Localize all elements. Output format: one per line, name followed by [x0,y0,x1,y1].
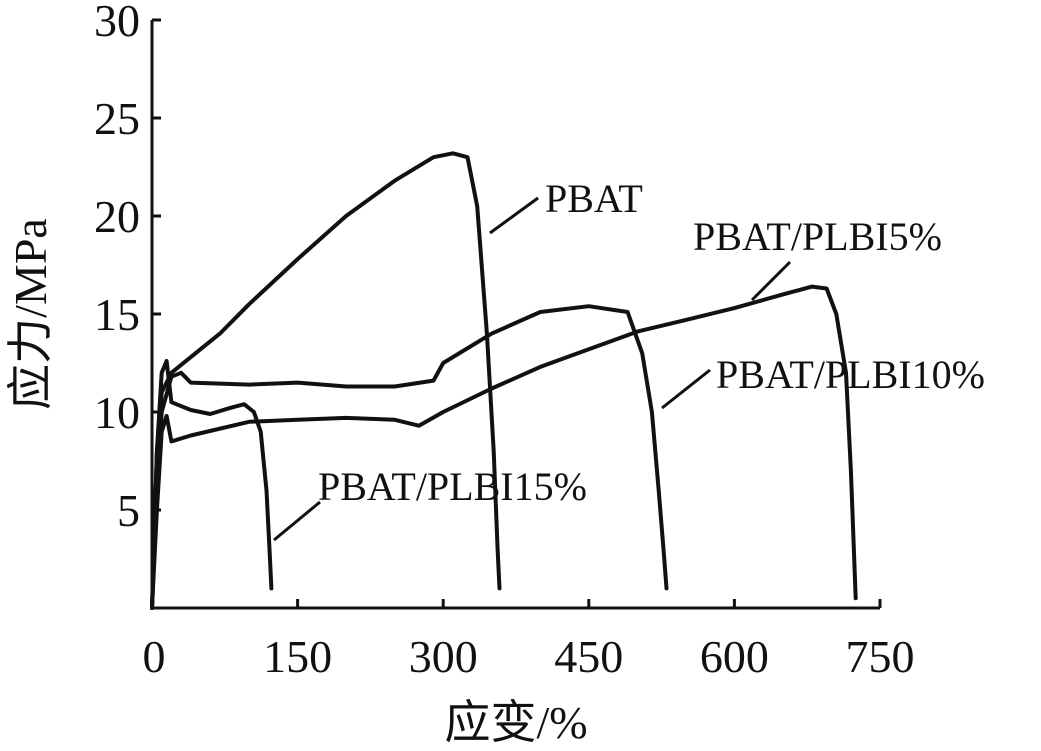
annotation-pbat: PBAT [545,176,643,221]
y-ticks: 5 10 15 20 25 30 [94,0,161,536]
annotation-pbat-plbi15: PBAT/PLBI15% [318,464,587,509]
series-lines [150,151,858,610]
x-axis-title: 应变/% [444,697,587,748]
leader-pbat-plbi15 [273,500,321,542]
y-tick-label: 10 [94,387,140,438]
x-tick-label: 600 [700,631,769,682]
annotation-pbat-plbi5: PBAT/PLBI5% [693,214,942,259]
series-line-pbat-plbi15- [150,359,274,610]
leader-pbat-plbi5 [750,260,792,302]
y-tick-label: 25 [94,93,140,144]
y-tick-label: 15 [94,289,140,340]
series-line-pbat-plbi5- [150,284,858,610]
series-line-pbat-plbi10- [150,304,669,610]
x-tick-label: 300 [409,631,478,682]
y-tick-label: 30 [94,0,140,46]
y-tick-label: 20 [94,191,140,242]
y-axis-title: 应力/MPa [5,218,56,410]
x-tick-label: 150 [263,631,332,682]
x-ticks: 0 150 300 450 600 750 [143,599,915,682]
x-tick-label: 0 [143,631,166,682]
series-line-pbat [150,151,502,610]
x-tick-label: 450 [554,631,623,682]
leader-pbat-plbi10 [661,368,711,410]
annotation-pbat-plbi10: PBAT/PLBI10% [716,352,985,397]
series-annotations: PBAT PBAT/PLBI5% PBAT/PLBI10% PBAT/PLBI1… [273,176,985,542]
axes [150,20,880,610]
x-tick-label: 750 [846,631,915,682]
leader-pbat [489,196,539,235]
y-tick-label: 5 [117,485,140,536]
